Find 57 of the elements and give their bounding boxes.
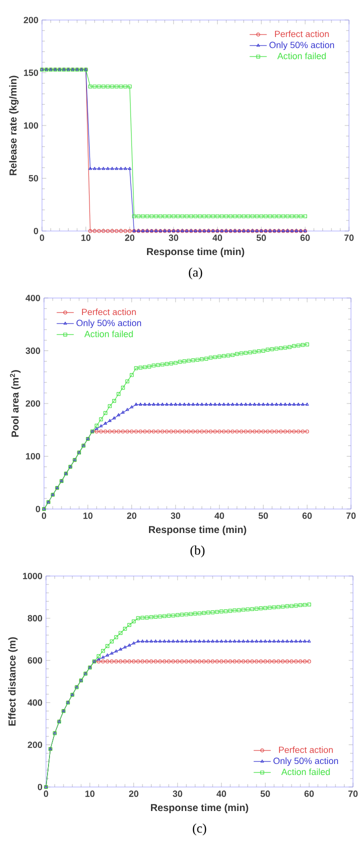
y-tick-label: 100	[26, 453, 40, 460]
y-tick-label: 0	[34, 228, 38, 234]
x-tick-label: 60	[300, 234, 310, 241]
legend-label: Perfect action	[82, 308, 136, 316]
y-tick-label: 300	[26, 348, 40, 354]
y-tick-label: 100	[24, 122, 38, 129]
y-tick-label: 1000	[23, 572, 42, 580]
x-tick-label: 50	[256, 234, 266, 241]
x-axis-title: Response time (min)	[148, 526, 246, 536]
x-tick-label: 60	[304, 790, 314, 797]
legend-label: Perfect action	[275, 30, 329, 38]
x-tick-label: 10	[85, 790, 94, 797]
y-tick-label: 200	[28, 742, 42, 748]
y-tick-label: 200	[24, 16, 38, 24]
text: (a)	[188, 268, 202, 280]
y-axis-title: Release rate (kg/min)	[9, 76, 19, 176]
x-tick-label: 70	[344, 234, 354, 241]
y-tick-label: 0	[36, 506, 40, 512]
text: (c)	[192, 824, 206, 836]
x-tick-label: 70	[346, 512, 356, 519]
y-tick-label: 800	[28, 615, 42, 622]
x-tick-label: 30	[170, 512, 180, 519]
x-tick-label: 30	[168, 234, 178, 241]
y-tick-label: 400	[28, 699, 42, 706]
x-tick-label: 10	[83, 512, 92, 519]
x-tick-label: 30	[172, 790, 182, 797]
x-tick-label: 20	[127, 512, 136, 519]
y-tick-label: 150	[24, 70, 38, 76]
y-tick-label: 50	[28, 175, 38, 182]
x-axis-title: Response time (min)	[147, 248, 244, 258]
x-tick-label: 0	[44, 790, 48, 797]
x-tick-label: 50	[258, 512, 268, 519]
y-axis-title: Pool area (m$^{2}$)	[10, 370, 21, 437]
y-tick-label: 0	[38, 784, 42, 790]
x-tick-label: 10	[81, 234, 90, 241]
x-tick-label: 70	[348, 790, 358, 797]
x-tick-label: 0	[42, 512, 46, 519]
x-tick-label: 40	[216, 790, 226, 797]
legend-label: Action failed	[281, 768, 330, 776]
x-axis-title: Response time (min)	[151, 804, 248, 814]
legend-label: Action failed	[84, 330, 133, 338]
text: (b)	[190, 546, 205, 558]
y-tick-label: 200	[26, 400, 40, 407]
x-tick-label: 20	[129, 790, 138, 797]
legend-label: Only 50% action	[273, 757, 338, 766]
x-tick-label: 50	[260, 790, 270, 797]
legend-label: Only 50% action	[76, 320, 142, 328]
x-tick-label: 20	[125, 234, 134, 241]
y-axis-title: Effect distance (m)	[8, 637, 18, 726]
y-tick-label: 600	[28, 657, 42, 664]
x-tick-label: 60	[302, 512, 312, 519]
legend-label: Perfect action	[279, 746, 333, 754]
legend-label: Only 50% action	[269, 42, 334, 50]
y-tick-label: 400	[26, 294, 40, 302]
legend-label: Action failed	[277, 52, 326, 60]
x-tick-label: 40	[212, 234, 222, 241]
x-tick-label: 40	[214, 512, 224, 519]
